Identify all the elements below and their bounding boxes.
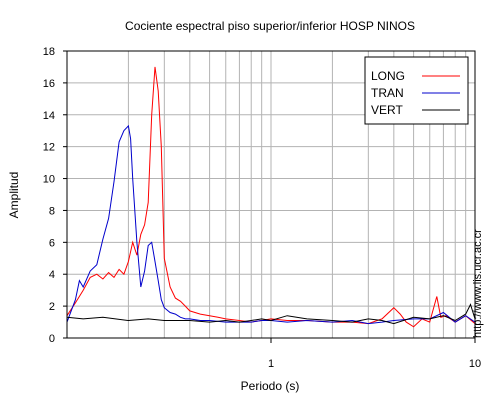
y-tick-label: 18 (43, 46, 55, 58)
series-line-long (66, 66, 476, 328)
y-tick-label: 4 (49, 269, 55, 281)
y-tick-label: 6 (49, 237, 55, 249)
y-tick-label: 2 (49, 301, 55, 313)
legend-label-tran: TRAN (371, 86, 404, 100)
x-tick-label: 1 (268, 358, 274, 370)
x-axis-ticks: 1 10 (268, 338, 481, 370)
legend-box (364, 56, 469, 125)
legend: LONG TRAN VERT (364, 56, 469, 125)
y-tick-label: 16 (43, 78, 55, 90)
source-url: http://www.lis.ucr.ac.cr (472, 229, 484, 338)
chart-title: Cociente espectral piso superior/inferio… (125, 19, 415, 33)
y-axis-ticks: 0 2 4 6 8 10 12 14 16 18 (43, 46, 67, 345)
series-line-tran (66, 124, 476, 325)
legend-label-long: LONG (371, 69, 405, 83)
series-lines (66, 66, 476, 328)
y-tick-label: 12 (43, 142, 55, 154)
y-tick-label: 0 (49, 333, 55, 345)
series-line-vert (66, 303, 476, 325)
y-tick-label: 10 (43, 174, 55, 186)
x-axis-label: Periodo (s) (241, 379, 300, 393)
legend-label-vert: VERT (371, 103, 403, 117)
x-tick-label: 10 (469, 358, 481, 370)
y-axis-label: Amplitud (7, 172, 21, 219)
y-tick-label: 8 (49, 205, 55, 217)
y-tick-label: 14 (43, 110, 55, 122)
